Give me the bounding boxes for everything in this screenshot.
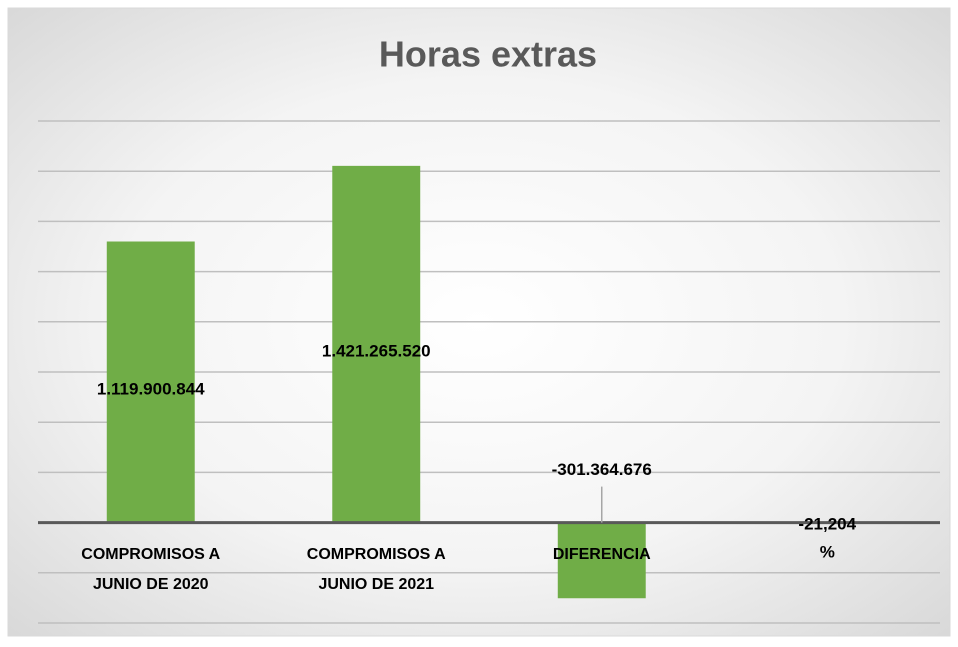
chart-title: Horas extras bbox=[379, 34, 597, 75]
bar bbox=[106, 241, 195, 523]
data-label: 1.421.265.520 bbox=[322, 342, 431, 361]
x-tick-label: DIFERENCIA bbox=[553, 546, 651, 563]
data-label: -301.364.676 bbox=[552, 460, 652, 479]
bar bbox=[332, 165, 421, 523]
x-tick-label: COMPROMISOS A JUNIO DE 2020 bbox=[81, 546, 220, 593]
data-label: 1.119.900.844 bbox=[97, 380, 205, 399]
bar bbox=[557, 522, 646, 599]
x-tick-label: COMPROMISOS A JUNIO DE 2021 bbox=[307, 546, 446, 593]
data-label: -21,204% bbox=[798, 515, 856, 562]
